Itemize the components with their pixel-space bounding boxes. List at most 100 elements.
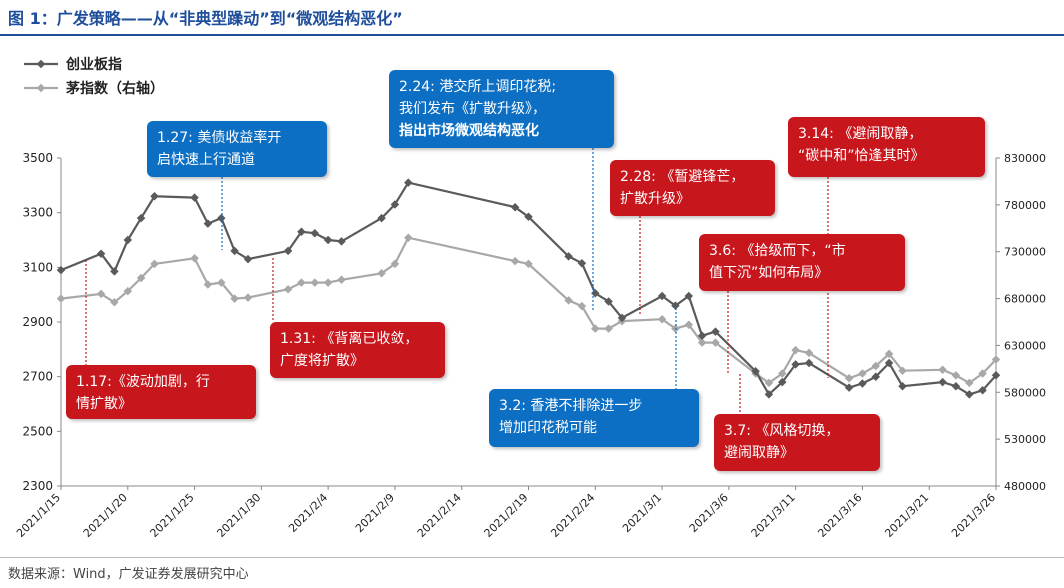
series-marker	[283, 284, 293, 294]
y-right-tick-label: 830000	[1004, 152, 1046, 165]
series-marker	[203, 219, 213, 228]
series-marker	[898, 381, 907, 391]
series-marker	[604, 297, 613, 306]
series-marker	[684, 320, 694, 330]
annotation-text: 3.2: 香港不排除进一步	[499, 398, 643, 414]
series-marker	[764, 378, 774, 388]
annotation-text: 2.24: 港交所上调印花税;	[399, 79, 557, 95]
series-marker	[310, 228, 320, 238]
series-marker	[938, 365, 947, 375]
chart-series	[56, 178, 1001, 399]
series-marker	[96, 289, 106, 299]
annotation-text: 3.7: 《风格切换，	[724, 423, 840, 439]
x-tick-label: 2021/3/21	[882, 491, 931, 540]
annotation-jan27: 1.27: 美债收益率开 启快速上行通道	[147, 121, 327, 177]
y-left-tick-label: 2900	[22, 315, 53, 329]
x-tick-label: 2021/2/9	[353, 491, 397, 535]
data-source: 数据来源：Wind，广发证券发展研究中心	[8, 567, 249, 582]
series-marker	[217, 278, 226, 287]
series-marker	[136, 273, 146, 283]
series-marker	[778, 369, 787, 378]
series-marker	[56, 294, 66, 303]
x-tick-label: 2021/1/20	[81, 491, 130, 540]
annotation-feb28: 2.28: 《暂避锋芒， 扩散升级》	[610, 160, 775, 216]
x-tick-label: 2021/2/4	[286, 491, 330, 535]
series-marker	[577, 301, 587, 311]
series-marker	[671, 301, 680, 310]
series-marker	[283, 246, 293, 256]
annotation-text: 情扩散》	[76, 396, 132, 412]
series-marker	[323, 235, 333, 245]
series-marker	[217, 213, 226, 223]
series-marker	[871, 361, 881, 371]
x-tick-label: 2021/3/6	[687, 491, 731, 535]
y-left-tick-label: 2700	[22, 370, 53, 384]
x-tick-label: 2021/1/30	[214, 491, 263, 540]
annotation-text: 避闹取静》	[724, 445, 794, 461]
series-marker	[591, 289, 600, 298]
series-marker	[564, 296, 573, 305]
x-tick-label: 2021/3/1	[620, 491, 664, 535]
annotation-text: 1.17:《波动加剧，行	[76, 374, 210, 390]
series-marker	[136, 213, 146, 223]
series-marker	[764, 390, 774, 399]
callout-lines	[85, 148, 829, 414]
y-right-tick-label: 680000	[1004, 293, 1046, 306]
series-marker	[884, 349, 894, 359]
y-left-tick-label: 3500	[22, 151, 53, 165]
annotation-text: 1.31: 《背离已收敛，	[280, 331, 419, 347]
series-marker	[243, 293, 253, 302]
y-left-tick-label: 2300	[22, 479, 53, 493]
series-marker	[804, 358, 814, 368]
annotation-mar14: 3.14: 《避闹取静， “碳中和”恰逢其时》	[788, 117, 985, 177]
series-marker	[203, 280, 213, 289]
annotation-jan31: 1.31: 《背离已收敛， 广度将扩散》	[270, 322, 445, 378]
annotation-feb24: 2.24: 港交所上调印花税; 我们发布《扩散升级》， 指出市场微观结构恶化	[389, 70, 614, 148]
footer-divider	[0, 557, 1064, 558]
series-marker	[390, 259, 400, 269]
series-marker	[884, 358, 894, 368]
series-marker	[657, 291, 667, 301]
y-left-tick-label: 2500	[22, 424, 53, 438]
series-marker	[697, 331, 707, 340]
annotation-mar6: 3.6: 《拾级而下，“市 值下沉”如何布局》	[699, 234, 905, 291]
y-right-tick-label: 780000	[1004, 199, 1046, 212]
series-marker	[323, 278, 333, 287]
series-marker	[965, 390, 974, 399]
y-right-tick-label: 480000	[1004, 480, 1046, 493]
series-marker	[230, 246, 239, 256]
y-right-tick-label: 630000	[1004, 339, 1046, 352]
series-marker	[150, 259, 159, 269]
figure-title: 图 1：广发策略——从“非典型躁动”到“微观结构恶化”	[8, 9, 403, 28]
series-marker	[938, 377, 947, 387]
y-right-tick-label: 530000	[1004, 433, 1046, 446]
annotation-text: 值下沉”如何布局》	[709, 265, 829, 281]
x-tick-label: 2021/1/15	[14, 491, 63, 540]
series-marker	[871, 372, 881, 381]
series-marker	[390, 200, 400, 209]
series-marker	[524, 259, 533, 269]
series-marker	[150, 192, 159, 201]
chart-axes: 2300 2500 2700 2900 3100 3300 3500 480000 530000…	[14, 151, 1046, 540]
series-marker	[898, 366, 907, 375]
series-marker	[510, 256, 520, 266]
series-marker	[377, 213, 386, 223]
series-marker	[310, 278, 320, 287]
series-marker	[591, 324, 600, 333]
x-tick-label: 2021/3/16	[815, 491, 864, 540]
series-marker	[297, 278, 306, 287]
series-marker	[577, 258, 587, 268]
series-marker	[965, 378, 974, 388]
series-marker	[123, 235, 133, 245]
series-marker	[978, 369, 987, 378]
series-marker	[110, 298, 119, 307]
series-marker	[711, 338, 720, 347]
y-left-tick-label: 3300	[22, 206, 53, 220]
annotation-text: 2.28: 《暂避锋芒，	[620, 169, 745, 185]
series-marker	[337, 237, 346, 246]
y-left-tick-label: 3100	[22, 260, 53, 274]
x-tick-label: 2021/2/14	[415, 491, 464, 540]
series-marker	[951, 381, 961, 391]
series-marker	[404, 233, 413, 242]
